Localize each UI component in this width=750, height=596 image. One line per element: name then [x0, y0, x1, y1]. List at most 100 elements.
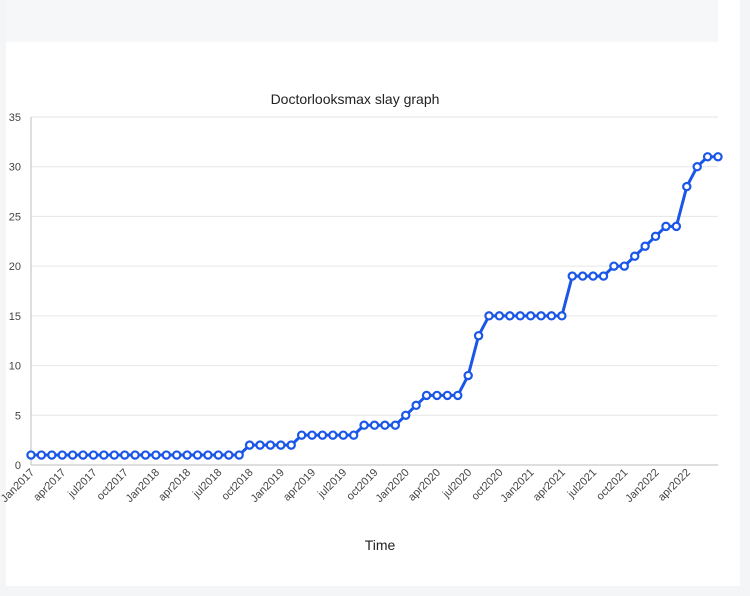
data-point [317, 430, 328, 440]
x-tick-label: apr2022 [656, 467, 693, 504]
data-point [296, 430, 307, 440]
data-point [172, 450, 182, 460]
series-group [26, 152, 723, 460]
data-point [505, 311, 515, 321]
data-point [276, 440, 286, 450]
x-tick-label: Jan2020 [374, 467, 412, 505]
data-point [557, 311, 567, 321]
data-point [463, 370, 473, 381]
data-point [671, 221, 682, 232]
y-axis-ticks: 0 5 10 15 20 25 30 35 [9, 112, 21, 472]
data-point [546, 311, 557, 321]
x-tick-label: Jan2017 [0, 467, 37, 505]
data-point [650, 231, 661, 242]
x-tick-label: jul2018 [190, 467, 224, 501]
data-point [151, 450, 161, 460]
data-point [536, 311, 546, 321]
data-point [67, 450, 78, 460]
x-tick-label: jul2019 [315, 467, 349, 501]
x-tick-label: jul2017 [65, 467, 99, 501]
data-point [99, 450, 109, 460]
data-point [567, 271, 577, 281]
data-point [359, 420, 369, 430]
data-point [442, 390, 453, 401]
data-point [692, 162, 702, 172]
data-point [88, 450, 99, 460]
data-point [109, 450, 119, 460]
series-line [31, 155, 718, 457]
data-point [401, 410, 411, 420]
data-point [619, 261, 630, 271]
y-tick-label: 5 [15, 410, 21, 422]
data-point [338, 430, 348, 440]
x-tick-label: jul2020 [440, 467, 474, 501]
data-point [192, 450, 203, 460]
data-point [224, 450, 234, 460]
data-point [36, 450, 47, 460]
data-point [588, 271, 598, 281]
y-tick-label: 35 [9, 112, 21, 124]
data-point [26, 450, 36, 460]
data-point [630, 251, 640, 261]
data-point [307, 430, 317, 440]
data-point [390, 420, 401, 430]
data-point [203, 450, 213, 460]
grid-lines [30, 116, 718, 466]
chart-title: Doctorlooksmax slay graph [271, 91, 440, 107]
data-point [432, 390, 442, 401]
data-point [515, 311, 525, 321]
data-point [661, 221, 671, 232]
data-point [140, 450, 151, 460]
data-point [161, 450, 172, 460]
x-tick-label: apr2017 [31, 467, 68, 504]
bottom-band [6, 586, 740, 596]
data-point [265, 440, 276, 450]
x-tick-label: apr2019 [281, 467, 318, 504]
data-point [47, 450, 57, 460]
data-point [702, 152, 713, 162]
x-tick-label: apr2018 [156, 467, 193, 504]
data-point [57, 450, 67, 460]
x-axis-ticks: Jan2017apr2017jul2017oct2017Jan2018apr20… [0, 467, 693, 505]
data-point [348, 430, 359, 440]
top-band [6, 0, 718, 42]
y-tick-label: 25 [9, 211, 21, 223]
x-tick-label: jul2021 [565, 467, 599, 501]
y-tick-label: 10 [9, 361, 21, 373]
data-point [525, 311, 536, 321]
data-point [682, 181, 692, 192]
data-point [609, 261, 619, 271]
data-point [130, 450, 140, 460]
y-tick-label: 20 [9, 261, 21, 273]
x-tick-label: Jan2022 [623, 467, 661, 505]
data-point [713, 152, 723, 162]
x-tick-label: Jan2021 [498, 467, 536, 505]
data-point [484, 311, 494, 321]
right-edge [740, 0, 750, 596]
data-point [213, 450, 224, 460]
x-tick-label: apr2020 [406, 467, 443, 504]
y-tick-label: 15 [9, 311, 21, 323]
data-point [369, 420, 380, 430]
left-edge [0, 0, 6, 596]
x-tick-label: Jan2019 [249, 467, 287, 505]
x-tick-label: Jan2018 [124, 467, 162, 505]
data-point [473, 331, 484, 341]
data-point [598, 271, 609, 281]
data-point [119, 450, 130, 460]
data-point [453, 390, 463, 401]
data-point [328, 430, 338, 440]
x-axis-label: Time [365, 537, 396, 553]
y-tick-label: 0 [15, 460, 21, 472]
data-point [421, 390, 432, 401]
data-point [577, 271, 588, 281]
data-point [286, 440, 296, 450]
data-point [494, 311, 505, 321]
data-point [380, 420, 390, 430]
data-point [255, 440, 265, 450]
data-point [640, 241, 650, 251]
data-point [234, 450, 244, 460]
data-point [411, 400, 421, 411]
data-point [182, 450, 192, 460]
